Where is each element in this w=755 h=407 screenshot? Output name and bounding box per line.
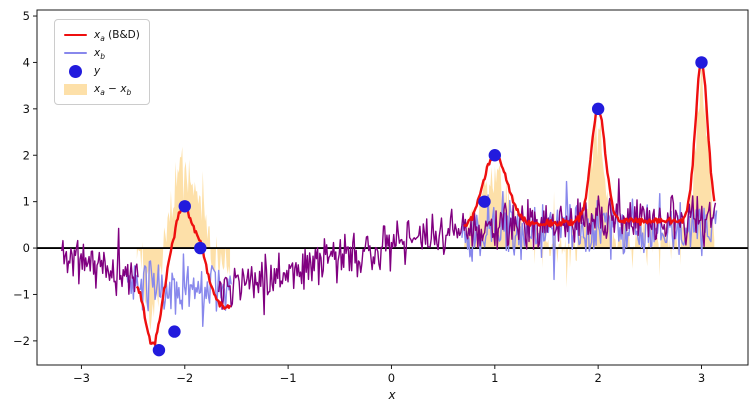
x-tick-label: −2	[176, 371, 193, 385]
y-scatter-point	[168, 325, 181, 338]
y-scatter-point	[194, 241, 207, 255]
legend-label-token: b	[100, 52, 105, 62]
y-tick-label: 2	[23, 148, 30, 162]
diff-fill-area	[136, 146, 231, 331]
legend-line-swatch	[64, 52, 87, 54]
plot-frame	[36, 9, 749, 366]
legend-entry: y	[64, 62, 140, 80]
x-tick-label: −3	[73, 371, 90, 385]
y-tick-label: 3	[23, 102, 30, 116]
legend-label-token: x	[94, 29, 101, 41]
legend-label-token: x	[120, 83, 127, 95]
legend-label-token: x	[94, 47, 101, 59]
legend-patch-swatch	[64, 83, 87, 95]
line-swatch-shape	[64, 52, 87, 54]
series-xa-line	[463, 61, 716, 228]
y-tick-label: 5	[23, 9, 30, 23]
y-tick-label: 1	[23, 195, 30, 209]
legend-label-token: −	[104, 83, 121, 95]
y-scatter-point	[591, 102, 605, 116]
x-tick-label: −1	[280, 371, 297, 385]
patch-swatch-shape	[64, 83, 87, 95]
y-tick-label: 4	[23, 55, 30, 69]
legend-label: xa (B&D)	[94, 29, 140, 44]
y-tick-label: −2	[13, 334, 30, 348]
legend-entry: xb	[64, 44, 140, 62]
dot-swatch-shape	[69, 64, 82, 78]
y-scatter-point	[695, 56, 708, 69]
legend-entry: xa − xb	[64, 80, 140, 98]
legend-label-token: (B&D)	[104, 29, 140, 41]
y-tick-label: −1	[13, 287, 30, 301]
x-tick-label: 0	[388, 371, 395, 385]
plot-background	[37, 10, 748, 365]
y-scatter-point	[178, 200, 191, 213]
legend-label: xb	[94, 47, 105, 62]
legend-label-token: a	[100, 34, 105, 44]
legend-label: xa − xb	[94, 83, 132, 98]
line-swatch-shape	[64, 33, 87, 37]
legend-label-token: b	[126, 88, 132, 98]
legend: xa (B&D) xb y xa − xb	[54, 19, 150, 105]
y-scatter-point	[152, 343, 166, 357]
series-observed-line	[217, 178, 717, 316]
legend-label-token: y	[94, 65, 101, 77]
x-tick-label: 3	[698, 371, 705, 385]
legend-label-token: a	[100, 88, 105, 98]
legend-dot-swatch	[64, 64, 87, 78]
series-xb-line	[124, 253, 232, 328]
x-tick-label: 1	[491, 371, 498, 385]
y-scatter-point	[478, 195, 491, 208]
x-axis-label: x	[388, 388, 396, 402]
x-tick-label: 2	[594, 371, 601, 385]
legend-label: y	[94, 65, 100, 77]
legend-entry: xa (B&D)	[64, 26, 140, 44]
series-observed-line	[61, 227, 139, 297]
y-tick-label: 0	[23, 241, 30, 255]
y-scatter-point	[488, 149, 502, 162]
legend-line-swatch	[64, 33, 87, 37]
legend-label-token: x	[94, 83, 101, 95]
